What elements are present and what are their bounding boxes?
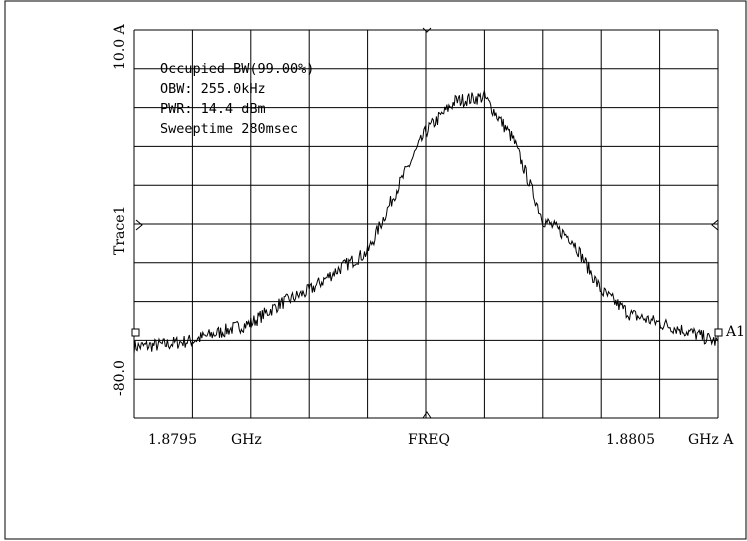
left-ref-marker-icon	[135, 219, 143, 231]
annotation-occupied-bw: Occupied BW(99.00%)	[160, 61, 314, 77]
outer-border	[4, 0, 747, 540]
marker-label: A1	[725, 324, 745, 340]
annotation-sweeptime: Sweeptime 280msec	[160, 121, 298, 137]
annotation-power: PWR: 14.4 dBm	[160, 101, 266, 117]
x-end-unit: GHz A	[688, 432, 734, 448]
top-ref-label: 10.0 A	[112, 23, 128, 70]
left-level-marker-icon	[131, 328, 140, 337]
bottom-center-marker-icon	[422, 411, 432, 419]
y-axis-label: Trace1	[112, 206, 128, 255]
bottom-ref-label: -80.0	[112, 360, 128, 396]
x-center-label: FREQ	[408, 432, 450, 448]
right-level-marker-icon	[714, 328, 723, 337]
x-end-label: 1.8805	[606, 432, 655, 448]
top-center-marker-icon	[422, 27, 432, 33]
x-start-label: 1.8795	[148, 432, 197, 448]
graticule	[133, 29, 719, 419]
right-ref-marker-icon	[711, 219, 719, 231]
x-start-unit: GHz	[231, 432, 262, 448]
trace1-line	[133, 90, 719, 354]
annotation-obw: OBW: 255.0kHz	[160, 81, 266, 97]
